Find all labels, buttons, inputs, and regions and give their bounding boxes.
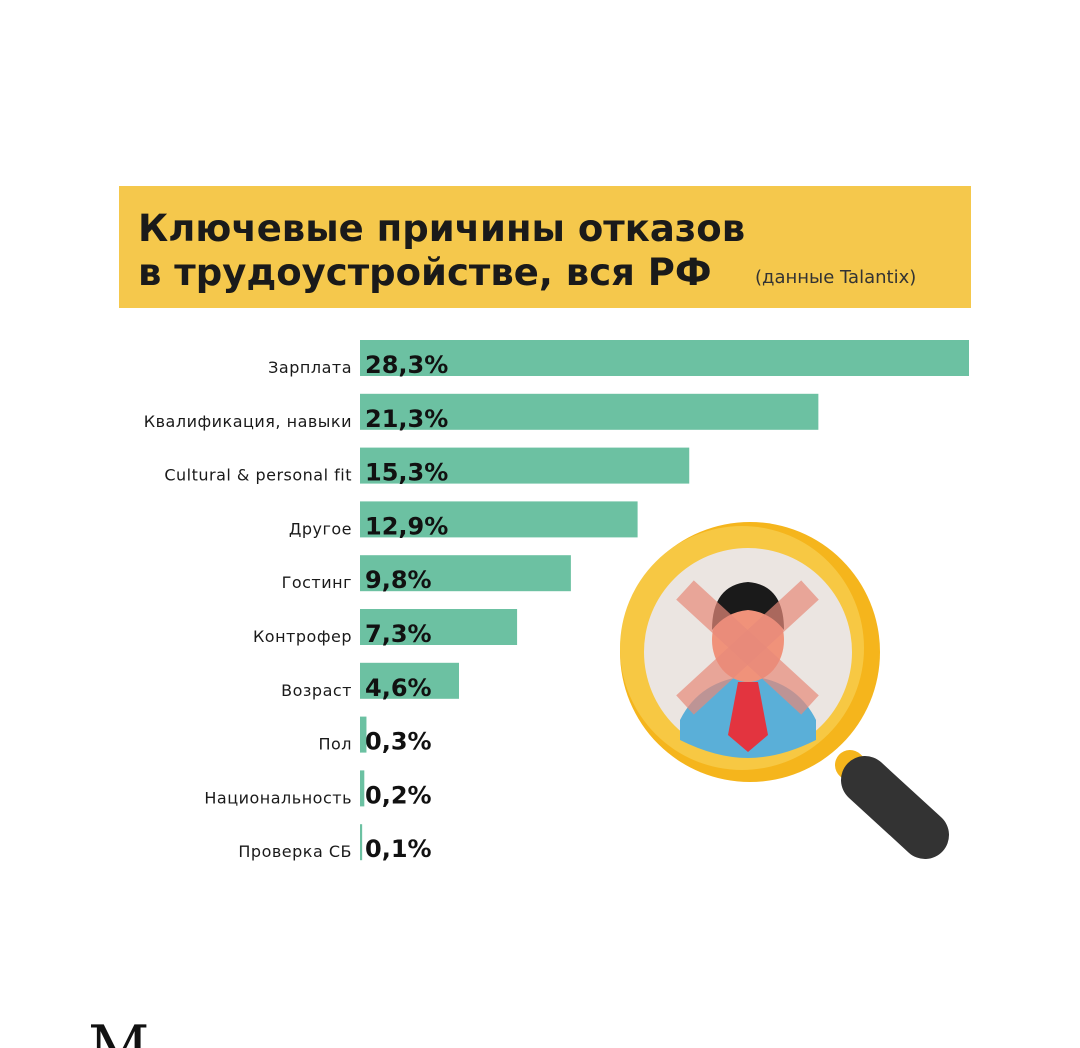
cross xyxy=(676,580,819,715)
bar xyxy=(360,716,367,753)
chart-subtitle: (данные Talantix) xyxy=(755,267,916,288)
bar xyxy=(360,824,363,861)
bar xyxy=(360,447,690,484)
chart-title-line: в трудоустройстве, вся РФ xyxy=(138,251,712,294)
value-label: 15,3% xyxy=(365,459,448,487)
value-label: 28,3% xyxy=(365,351,448,379)
value-label: 12,9% xyxy=(365,512,448,540)
category-label: Возраст xyxy=(281,681,352,700)
category-label: Проверка СБ xyxy=(238,842,352,861)
category-label: Пол xyxy=(318,735,352,754)
bar xyxy=(360,555,571,592)
chart-title-line: Ключевые причины отказов xyxy=(138,207,745,250)
footer-text: М xyxy=(88,1013,149,1048)
category-label: Cultural & personal fit xyxy=(164,466,352,485)
person-hair xyxy=(712,582,784,630)
category-label: Гостинг xyxy=(282,573,352,592)
value-label: 7,3% xyxy=(365,620,432,648)
bar xyxy=(360,393,819,430)
bar xyxy=(360,609,518,645)
category-label: Национальность xyxy=(204,788,352,807)
person-tie xyxy=(728,682,768,752)
category-label: Другое xyxy=(289,519,352,538)
value-label: 9,8% xyxy=(365,566,432,594)
bar xyxy=(360,340,969,376)
value-label: 0,2% xyxy=(365,781,432,809)
value-label: 0,1% xyxy=(365,835,432,863)
value-label: 0,3% xyxy=(365,728,432,756)
value-label: 4,6% xyxy=(365,674,432,702)
magnifier-illustration xyxy=(620,522,949,859)
bar xyxy=(360,501,638,538)
category-label: Контрофер xyxy=(253,627,352,646)
category-label: Квалификация, навыки xyxy=(144,412,352,431)
bar xyxy=(360,770,365,807)
title-banner xyxy=(119,186,971,308)
category-label: Зарплата xyxy=(268,358,352,377)
handle xyxy=(841,756,949,859)
value-label: 21,3% xyxy=(365,405,448,433)
bar xyxy=(360,662,459,699)
